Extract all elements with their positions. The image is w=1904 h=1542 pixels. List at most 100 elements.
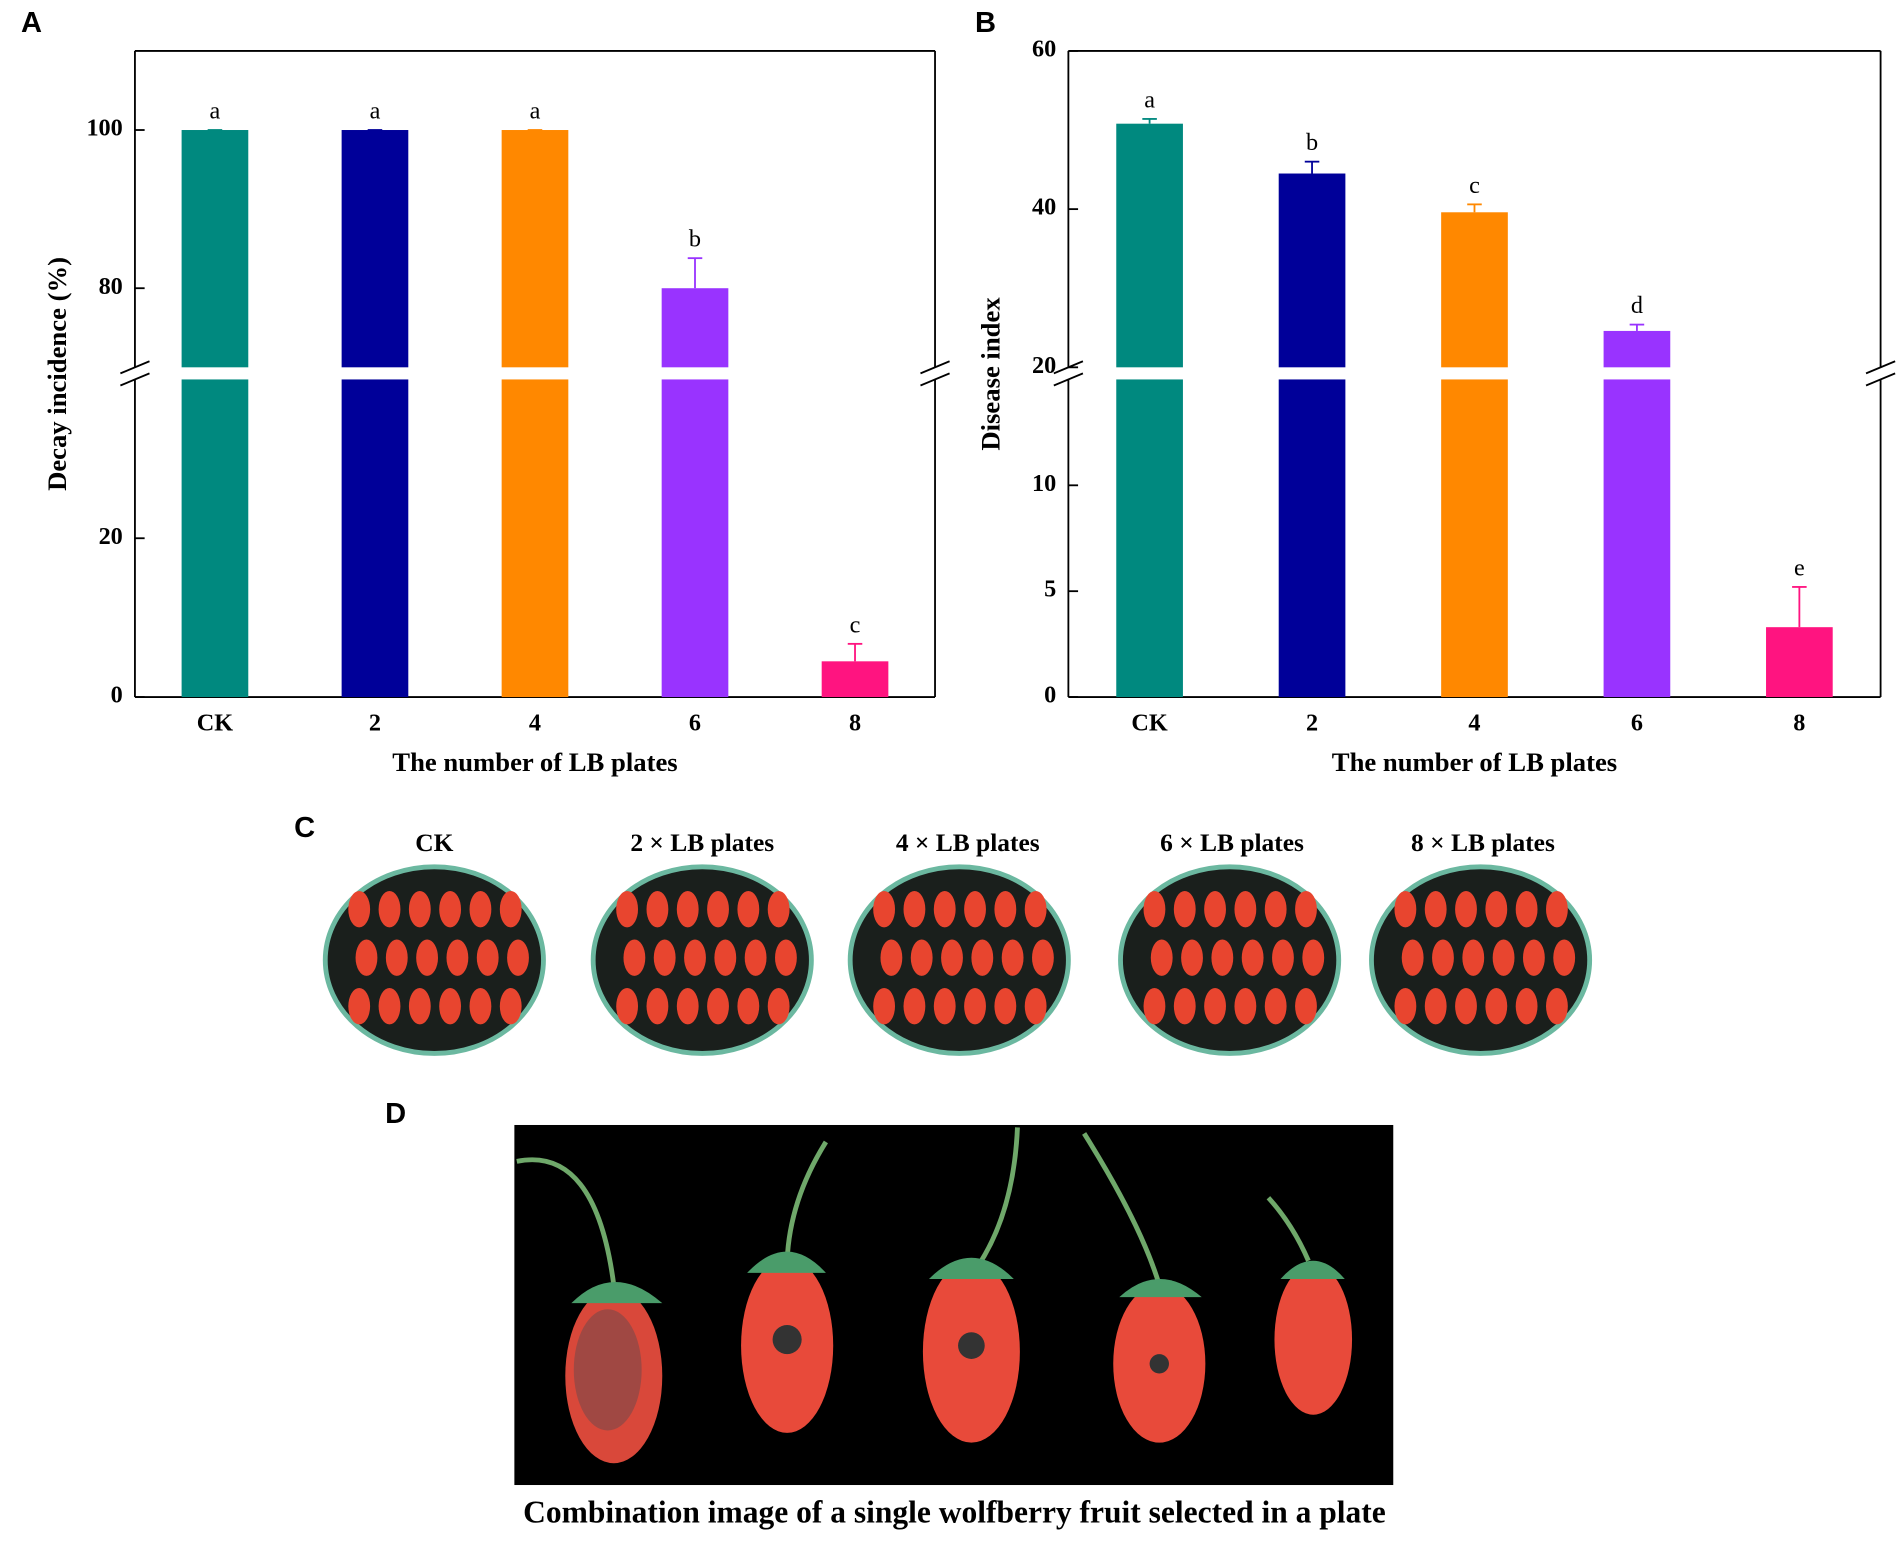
axis-break xyxy=(120,360,150,375)
bar xyxy=(341,379,409,698)
fruit xyxy=(767,987,790,1025)
significance-letter: d xyxy=(1631,292,1643,319)
axis-break xyxy=(920,360,950,375)
bar xyxy=(1278,173,1346,368)
fruit xyxy=(469,891,492,928)
fruit xyxy=(707,891,729,928)
plate-label: CK xyxy=(415,828,453,857)
fruit xyxy=(1455,891,1477,928)
plate-label: 6 × LB plates xyxy=(1160,828,1304,857)
significance-letter: a xyxy=(370,98,381,125)
x-axis-label: The number of LB plates xyxy=(1332,747,1617,777)
bar xyxy=(661,288,729,368)
bar xyxy=(181,130,249,368)
bar xyxy=(1441,379,1508,698)
fruit xyxy=(903,987,926,1025)
x-tick-label: 6 xyxy=(1631,709,1643,736)
y-tick-label: 0 xyxy=(111,682,123,709)
fruit xyxy=(1173,891,1196,928)
fruit xyxy=(1522,939,1545,976)
fruit xyxy=(714,939,737,976)
plate-label: 2 × LB plates xyxy=(630,828,774,857)
fruit xyxy=(941,939,963,976)
bar xyxy=(1278,379,1346,698)
fruit xyxy=(446,939,469,976)
panel-label: D xyxy=(385,1098,406,1130)
fruit xyxy=(737,891,760,928)
fruit xyxy=(1024,891,1047,928)
axis-break xyxy=(920,372,950,387)
axis-break xyxy=(1865,360,1896,375)
y-tick-label: 100 xyxy=(86,115,122,142)
fruit xyxy=(1485,987,1508,1025)
fruit xyxy=(707,987,729,1025)
plate-label: 4 × LB plates xyxy=(896,828,1040,857)
fruit xyxy=(873,987,896,1025)
fruit xyxy=(1143,987,1166,1025)
bar xyxy=(501,379,569,698)
fruit xyxy=(737,987,760,1025)
fruit xyxy=(385,939,408,976)
fruit xyxy=(1204,891,1226,928)
fruit xyxy=(355,939,378,976)
fruit xyxy=(348,891,371,928)
caption: Combination image of a single wolfberry … xyxy=(523,1495,1386,1530)
fruit xyxy=(616,987,639,1025)
fruit xyxy=(1455,987,1477,1025)
fruit xyxy=(1295,891,1317,928)
fruit xyxy=(378,987,401,1025)
bar xyxy=(181,379,249,698)
fruit xyxy=(623,939,646,976)
fruit xyxy=(1394,891,1417,928)
fruit xyxy=(994,891,1017,928)
fruit xyxy=(408,987,431,1025)
axis-break xyxy=(120,372,150,387)
fruit xyxy=(1424,891,1447,928)
x-tick-label: 4 xyxy=(529,709,541,736)
panel-label: A xyxy=(21,7,42,39)
fruit xyxy=(1432,939,1454,976)
fruit xyxy=(1234,891,1257,928)
significance-letter: c xyxy=(850,611,861,638)
x-tick-label: 8 xyxy=(1793,709,1805,736)
y-tick-label: 0 xyxy=(1044,682,1056,709)
fruit xyxy=(348,987,371,1025)
fruit xyxy=(971,939,994,976)
fruit xyxy=(1032,939,1054,976)
fruit xyxy=(469,987,492,1025)
bar xyxy=(501,130,569,368)
fruit xyxy=(933,987,956,1025)
fruit xyxy=(646,891,669,928)
fruit xyxy=(994,987,1017,1025)
significance-letter: a xyxy=(210,98,221,125)
fruit xyxy=(676,891,699,928)
fruit xyxy=(1462,939,1485,976)
x-tick-label: CK xyxy=(197,709,234,736)
bar xyxy=(1766,627,1833,698)
fruit xyxy=(1204,987,1226,1025)
fruit xyxy=(1401,939,1424,976)
fruit xyxy=(653,939,676,976)
fruit xyxy=(439,987,462,1025)
fruit xyxy=(676,987,699,1025)
significance-letter: c xyxy=(1469,172,1480,199)
y-tick-label: 20 xyxy=(1032,352,1056,379)
y-tick-label: 40 xyxy=(1032,194,1056,221)
x-tick-label: 2 xyxy=(1306,709,1318,736)
fruit xyxy=(1546,987,1568,1025)
y-tick-label: 60 xyxy=(1032,35,1056,62)
significance-letter: a xyxy=(1144,87,1155,114)
fruit xyxy=(775,939,797,976)
x-tick-label: CK xyxy=(1131,709,1168,736)
fruit xyxy=(964,891,986,928)
fruit xyxy=(910,939,933,976)
fruit xyxy=(1241,939,1264,976)
x-axis-label: The number of LB plates xyxy=(392,747,677,777)
fruit xyxy=(439,891,462,928)
fruit xyxy=(1546,891,1568,928)
fruit xyxy=(744,939,767,976)
fruit xyxy=(1394,987,1417,1025)
fruit xyxy=(507,939,529,976)
